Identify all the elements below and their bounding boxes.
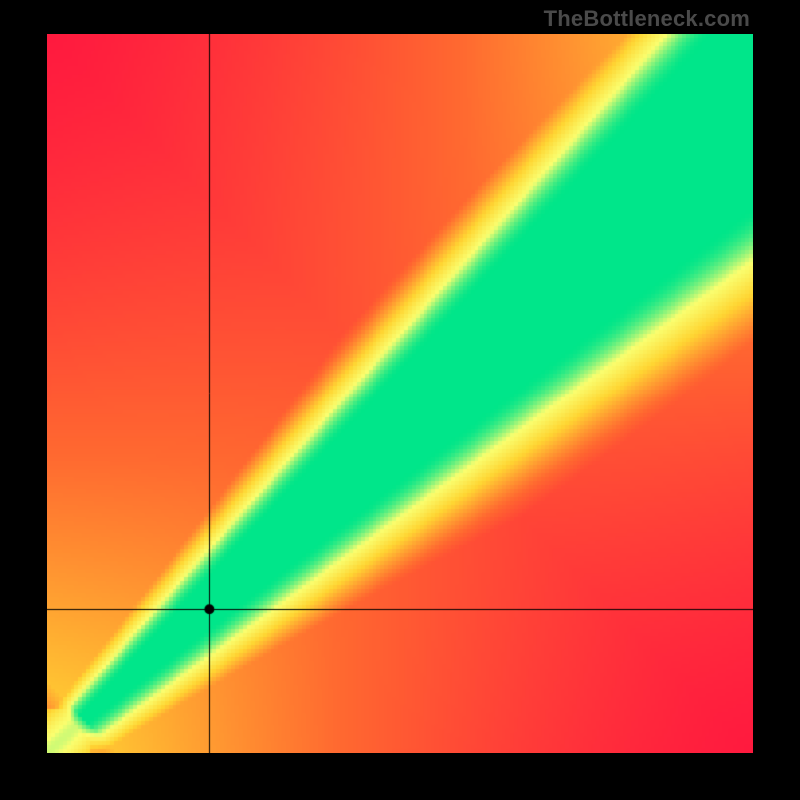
bottleneck-heatmap bbox=[47, 34, 753, 753]
watermark-text: TheBottleneck.com bbox=[544, 6, 750, 32]
chart-container: TheBottleneck.com bbox=[0, 0, 800, 800]
